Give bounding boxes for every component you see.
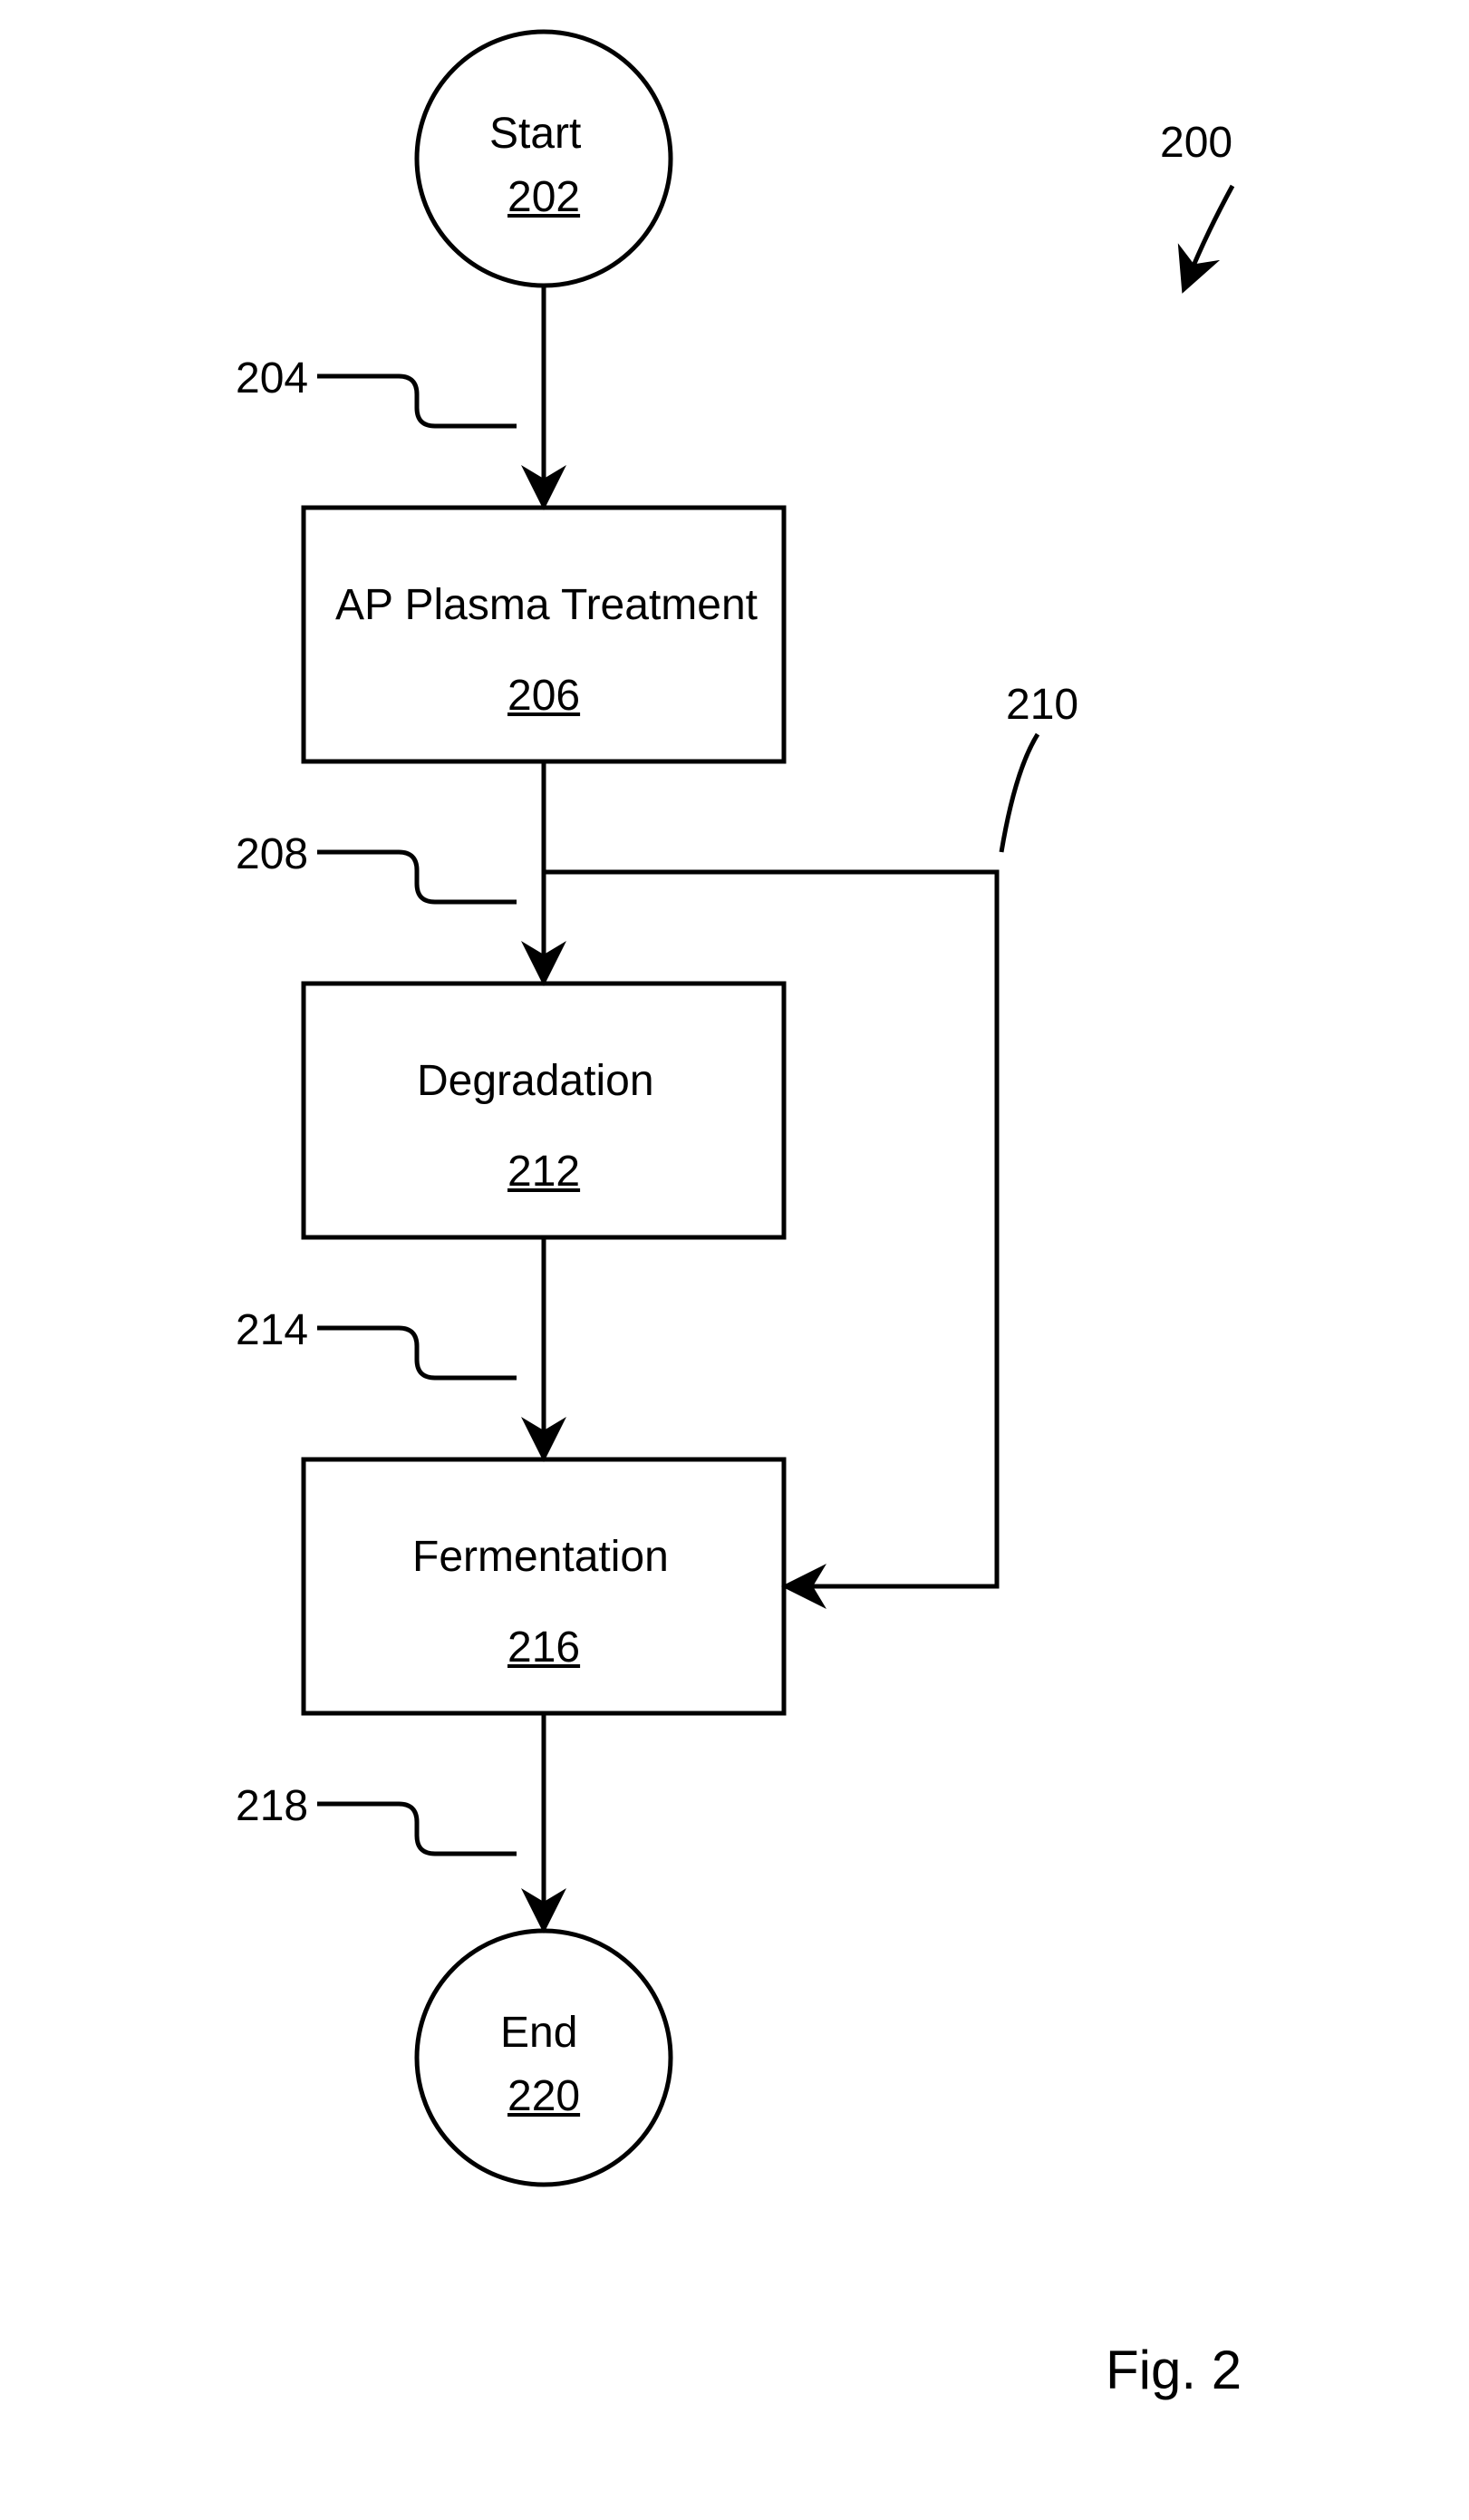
- ref-218: 218: [236, 1781, 308, 1831]
- ref-208: 208: [236, 829, 308, 879]
- edge-210: [544, 872, 997, 1586]
- degradation-ref: 212: [507, 1147, 580, 1197]
- fermentation-title: Fermentation: [412, 1532, 669, 1582]
- ref-204: 204: [236, 354, 308, 403]
- leader-200: [1187, 186, 1232, 281]
- plasma-title: AP Plasma Treatment: [335, 580, 752, 630]
- leader-218: [317, 1804, 517, 1854]
- ref-210: 210: [1006, 680, 1078, 730]
- leader-214: [317, 1328, 517, 1378]
- ref-214: 214: [236, 1305, 308, 1355]
- figure-label: Fig. 2: [1106, 2339, 1242, 2401]
- leader-208: [317, 852, 517, 902]
- plasma-ref: 206: [507, 671, 580, 721]
- flowchart-svg: [0, 0, 1469, 2520]
- flowchart-diagram: Start 202 AP Plasma Treatment 206 Degrad…: [0, 0, 1469, 2520]
- end-title: End: [500, 2008, 577, 2058]
- start-title: Start: [489, 109, 581, 159]
- end-node: [417, 1931, 671, 2185]
- fermentation-ref: 216: [507, 1623, 580, 1672]
- start-node: [417, 32, 671, 286]
- end-ref: 220: [507, 2071, 580, 2121]
- start-ref: 202: [507, 172, 580, 222]
- degradation-node: [304, 984, 784, 1237]
- leader-204: [317, 376, 517, 426]
- fermentation-node: [304, 1459, 784, 1713]
- degradation-title: Degradation: [417, 1056, 654, 1106]
- leader-210: [1001, 734, 1038, 852]
- ref-200: 200: [1160, 118, 1232, 168]
- plasma-node: [304, 508, 784, 761]
